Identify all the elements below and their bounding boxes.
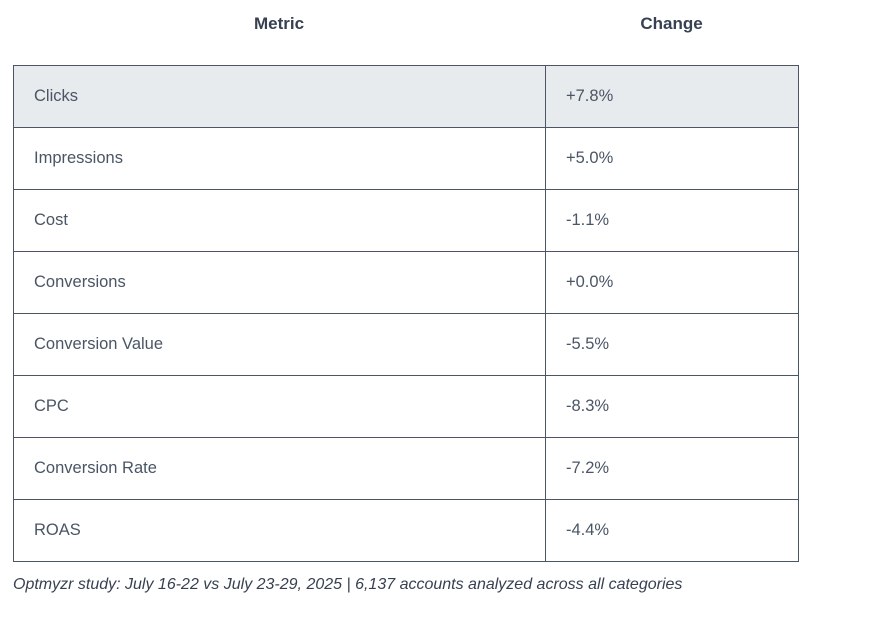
metric-cell: Clicks: [13, 65, 546, 128]
metric-cell: ROAS: [13, 499, 546, 562]
metric-cell: CPC: [13, 375, 546, 438]
change-cell: +5.0%: [545, 127, 799, 190]
table-row: ROAS -4.4%: [13, 499, 799, 562]
table-row: Clicks +7.8%: [13, 65, 799, 128]
metrics-table: Clicks +7.8% Impressions +5.0% Cost -1.1…: [13, 65, 799, 562]
column-header-metric: Metric: [253, 14, 305, 33]
change-cell: -5.5%: [545, 313, 799, 376]
metric-cell: Conversion Value: [13, 313, 546, 376]
change-cell: -4.4%: [545, 499, 799, 562]
metric-cell: Conversions: [13, 251, 546, 314]
metric-cell: Cost: [13, 189, 546, 252]
change-cell: -7.2%: [545, 437, 799, 500]
table-row: Impressions +5.0%: [13, 127, 799, 190]
table-row: Cost -1.1%: [13, 189, 799, 252]
column-headers: Metric Change: [13, 0, 798, 65]
table-row: CPC -8.3%: [13, 375, 799, 438]
study-caption: Optmyzr study: July 16-22 vs July 23-29,…: [13, 576, 683, 593]
metric-cell: Impressions: [13, 127, 546, 190]
change-cell: +7.8%: [545, 65, 799, 128]
change-cell: -1.1%: [545, 189, 799, 252]
table-row: Conversion Value -5.5%: [13, 313, 799, 376]
table-row: Conversions +0.0%: [13, 251, 799, 314]
change-cell: -8.3%: [545, 375, 799, 438]
change-cell: +0.0%: [545, 251, 799, 314]
table-row: Conversion Rate -7.2%: [13, 437, 799, 500]
metric-cell: Conversion Rate: [13, 437, 546, 500]
column-header-change: Change: [640, 14, 703, 33]
